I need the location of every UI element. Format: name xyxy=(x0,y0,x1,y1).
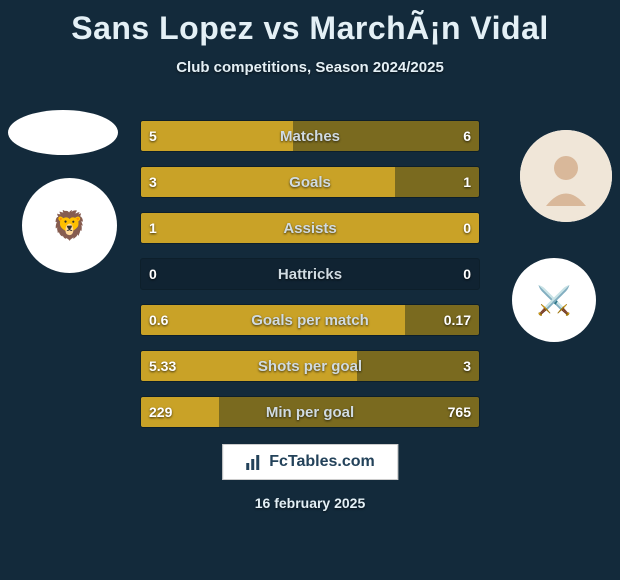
stat-label: Goals xyxy=(141,167,479,197)
right-player-avatar xyxy=(520,130,612,222)
comparison-card: Sans Lopez vs MarchÃ¡n Vidal Club compet… xyxy=(0,0,620,580)
date-label: 16 february 2025 xyxy=(0,495,620,511)
left-player-avatar xyxy=(8,110,118,155)
stat-label: Shots per goal xyxy=(141,351,479,381)
left-club-badge: 🦁 xyxy=(22,178,117,273)
page-title: Sans Lopez vs MarchÃ¡n Vidal xyxy=(0,0,620,47)
stat-row: 0.60.17Goals per match xyxy=(140,304,480,336)
branding-text: FcTables.com xyxy=(269,453,375,471)
face-placeholder-icon xyxy=(520,130,612,222)
stat-row: 5.333Shots per goal xyxy=(140,350,480,382)
left-club-emoji: 🦁 xyxy=(22,178,117,273)
stat-row: 56Matches xyxy=(140,120,480,152)
stat-row: 31Goals xyxy=(140,166,480,198)
branding-badge: FcTables.com xyxy=(222,444,398,480)
stat-row: 10Assists xyxy=(140,212,480,244)
stat-row: 00Hattricks xyxy=(140,258,480,290)
right-club-badge: ⚔️ xyxy=(512,258,596,342)
stat-label: Hattricks xyxy=(141,259,479,289)
chart-icon xyxy=(245,453,263,471)
stat-row: 229765Min per goal xyxy=(140,396,480,428)
subtitle: Club competitions, Season 2024/2025 xyxy=(0,59,620,76)
stat-label: Assists xyxy=(141,213,479,243)
right-club-emoji: ⚔️ xyxy=(512,258,596,342)
stat-rows: 56Matches 31Goals 10Assists 00Hattricks 0.60… xyxy=(140,120,480,442)
stat-label: Matches xyxy=(141,121,479,151)
stat-label: Goals per match xyxy=(141,305,479,335)
stat-label: Min per goal xyxy=(141,397,479,427)
